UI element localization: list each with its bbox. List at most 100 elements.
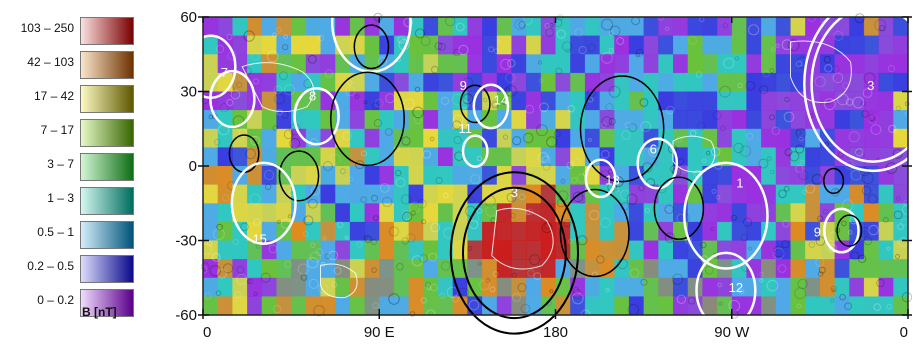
field-cell: [496, 166, 512, 186]
field-cell: [335, 184, 351, 204]
field-cell: [761, 240, 777, 260]
field-cell: [247, 259, 263, 279]
field-cell: [438, 221, 454, 241]
field-cell: [335, 91, 351, 111]
field-cell: [599, 17, 615, 37]
field-cell: [379, 110, 395, 130]
field-cell: [379, 166, 395, 186]
surface-texture: [599, 170, 611, 182]
field-cell: [408, 221, 424, 241]
field-cell: [247, 17, 263, 37]
surface-texture: [895, 105, 901, 112]
field-cell: [540, 221, 556, 241]
surface-texture: [901, 292, 913, 303]
field-cell: [878, 184, 894, 204]
surface-texture: [253, 218, 261, 226]
field-cell: [540, 72, 556, 92]
surface-texture: [555, 67, 563, 75]
surface-texture: [587, 43, 596, 52]
surface-texture: [863, 72, 876, 85]
surface-texture: [219, 103, 229, 113]
surface-texture: [324, 253, 331, 260]
surface-texture: [492, 271, 499, 277]
field-cell: [746, 128, 762, 148]
surface-texture: [544, 22, 551, 29]
field-cell: [217, 35, 233, 55]
surface-texture: [635, 48, 644, 57]
anomaly-circle: [472, 83, 510, 130]
field-cell: [878, 17, 894, 37]
surface-texture: [807, 13, 816, 22]
field-cell: [555, 35, 571, 55]
legend-color-swatch: [80, 51, 134, 79]
field-cell: [379, 277, 395, 297]
field-cell: [614, 54, 630, 74]
field-cell: [805, 203, 821, 223]
field-cell: [863, 17, 880, 37]
field-cell: [731, 35, 747, 55]
field-cell: [423, 35, 439, 55]
field-cell: [379, 147, 395, 167]
x-tick-label: 0: [203, 324, 211, 341]
surface-texture: [215, 290, 222, 297]
field-cell: [643, 259, 659, 279]
surface-texture: [567, 105, 575, 113]
field-cell: [761, 17, 777, 37]
surface-texture: [458, 44, 469, 56]
field-cell: [247, 110, 263, 130]
field-cell: [261, 17, 277, 37]
anomaly-circle: [836, 214, 863, 247]
surface-texture: [697, 121, 706, 131]
field-cell: [775, 147, 791, 167]
field-cell: [540, 147, 556, 167]
surface-texture: [370, 238, 378, 245]
field-cell: [393, 17, 410, 37]
surface-texture: [664, 26, 670, 32]
field-cell: [790, 166, 806, 186]
field-cell: [540, 17, 556, 37]
field-cell: [878, 110, 894, 130]
field-cell: [761, 296, 777, 316]
field-cell: [496, 277, 512, 297]
surface-texture: [767, 156, 772, 161]
field-cell: [482, 128, 498, 148]
surface-texture: [422, 150, 431, 159]
field-cell: [364, 240, 380, 260]
field-cell: [203, 72, 219, 92]
surface-texture: [395, 169, 402, 177]
surface-texture: [577, 195, 587, 204]
field-cell: [261, 110, 277, 130]
anomaly-circle: [823, 207, 860, 254]
surface-texture: [639, 98, 649, 107]
field-cell: [819, 72, 836, 92]
field-cell: [555, 166, 571, 186]
surface-texture: [518, 21, 526, 29]
field-cell: [643, 17, 659, 37]
surface-texture: [893, 210, 903, 220]
surface-texture: [284, 260, 292, 268]
mare-outline: [241, 62, 314, 113]
field-cell: [570, 110, 586, 130]
surface-texture: [200, 243, 213, 255]
field-cell: [408, 110, 424, 130]
field-cell: [276, 277, 292, 297]
surface-texture: [808, 241, 815, 248]
field-cell: [349, 54, 366, 74]
surface-texture: [795, 164, 804, 173]
field-cell: [790, 240, 806, 260]
field-cell: [599, 296, 615, 316]
surface-texture: [783, 111, 795, 123]
field-cell: [305, 35, 321, 55]
field-cell: [496, 203, 512, 223]
field-cell: [261, 240, 277, 260]
field-cell: [731, 184, 747, 204]
surface-texture: [243, 30, 255, 42]
surface-texture: [621, 130, 631, 140]
field-cell: [364, 259, 380, 279]
field-cell: [643, 221, 659, 241]
field-cell: [658, 91, 674, 111]
field-cell: [614, 91, 630, 111]
anomaly-circle: [823, 167, 845, 195]
field-cell: [819, 128, 836, 148]
surface-texture: [562, 41, 573, 52]
